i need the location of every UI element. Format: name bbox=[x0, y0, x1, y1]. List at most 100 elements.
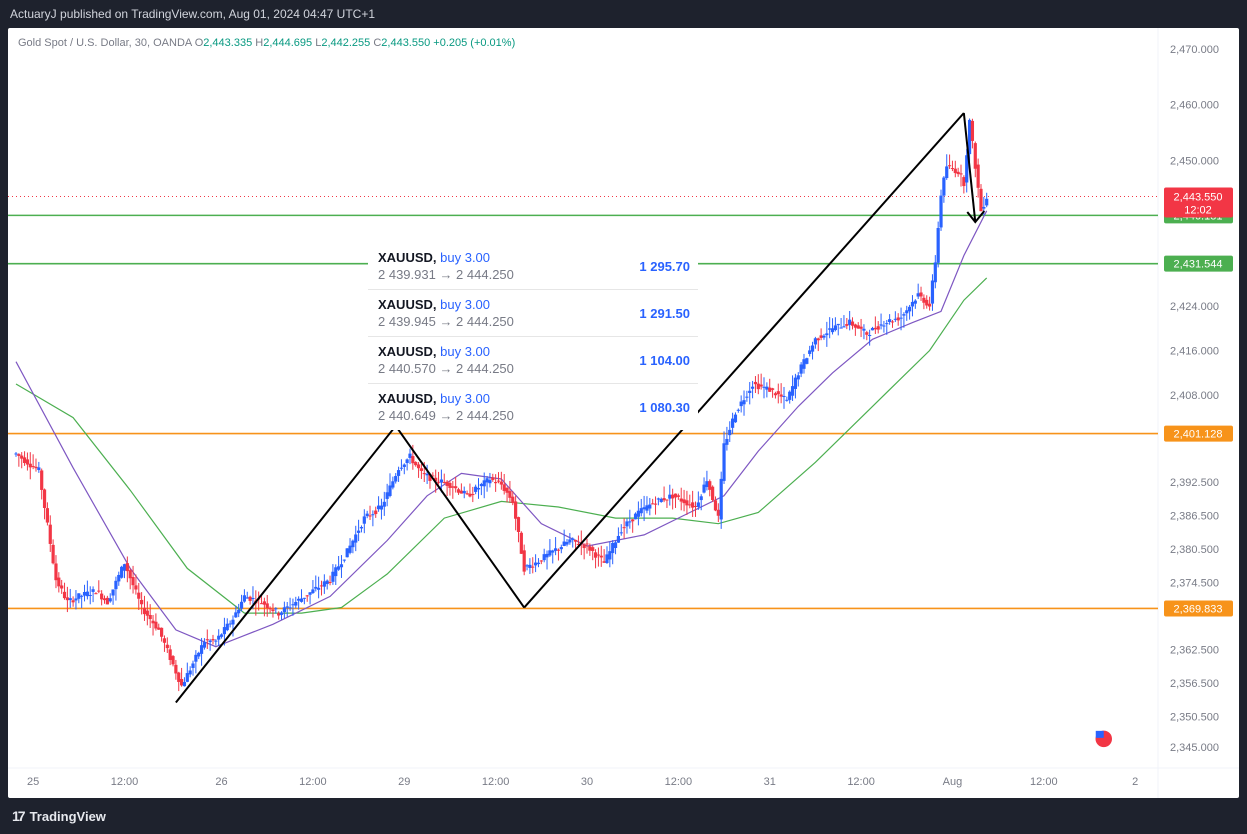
candle-body bbox=[482, 480, 486, 487]
trade-prices: 2 439.931 → 2 444.250 bbox=[378, 267, 514, 282]
candle-body bbox=[516, 517, 521, 533]
candle-body bbox=[117, 574, 121, 582]
y-tick-label: 2,356.500 bbox=[1170, 678, 1219, 690]
candle-body bbox=[536, 562, 541, 565]
candle-body bbox=[385, 492, 389, 499]
candle-body bbox=[967, 119, 972, 155]
candle-body bbox=[268, 607, 272, 610]
candle-body bbox=[456, 489, 461, 493]
candle-body bbox=[591, 547, 595, 551]
candle-body bbox=[702, 484, 706, 493]
publish-header: ActuaryJ published on TradingView.com, A… bbox=[0, 0, 1247, 28]
trade-symbol: XAUUSD, bbox=[378, 391, 437, 406]
y-tick-label: 2,374.500 bbox=[1170, 577, 1219, 589]
candle-body bbox=[865, 332, 869, 335]
price-line-badge bbox=[1164, 425, 1233, 442]
y-tick-label: 2,424.000 bbox=[1170, 301, 1219, 313]
candle-body bbox=[631, 519, 635, 522]
candle-body bbox=[696, 502, 700, 507]
candle-body bbox=[748, 390, 752, 394]
candle-body bbox=[342, 559, 346, 561]
candle-body bbox=[199, 645, 204, 654]
candle-body bbox=[965, 155, 969, 183]
trade-side: buy 3.00 bbox=[440, 250, 491, 265]
trade-row[interactable]: XAUUSD, buy 3.00 2 439.945 → 2 444.250 1… bbox=[368, 290, 698, 337]
candle-body bbox=[34, 466, 38, 469]
candle-body bbox=[379, 505, 384, 510]
candle-body bbox=[582, 544, 586, 549]
candle-body bbox=[348, 545, 352, 553]
trade-side: buy 3.00 bbox=[440, 297, 491, 312]
candle-body bbox=[225, 623, 229, 631]
candle-body bbox=[94, 593, 98, 595]
candle-body bbox=[45, 508, 50, 523]
candle-body bbox=[868, 335, 872, 337]
candle-body bbox=[810, 345, 815, 352]
candle-body bbox=[371, 514, 375, 516]
candle-body bbox=[382, 501, 386, 507]
candle-body bbox=[25, 459, 30, 465]
y-tick-label: 2,450.000 bbox=[1170, 156, 1219, 168]
candle-body bbox=[194, 654, 198, 662]
trade-list: XAUUSD, buy 3.00 2 439.931 → 2 444.250 1… bbox=[368, 243, 698, 430]
candle-body bbox=[676, 495, 680, 497]
candle-body bbox=[733, 414, 738, 423]
pattern-line bbox=[962, 112, 977, 223]
candle-body bbox=[633, 513, 638, 520]
candle-body bbox=[711, 486, 715, 501]
pattern-line bbox=[175, 425, 397, 704]
candle-body bbox=[671, 494, 675, 499]
candle-body bbox=[197, 652, 201, 657]
candle-body bbox=[436, 481, 441, 483]
candle-body bbox=[60, 585, 64, 589]
candle-body bbox=[679, 498, 683, 502]
candle-body bbox=[813, 338, 817, 345]
candle-body bbox=[68, 598, 72, 601]
tradingview-logo[interactable]: 17 TradingView bbox=[12, 808, 106, 824]
candle-body bbox=[142, 607, 147, 615]
trade-symbol: XAUUSD, bbox=[378, 344, 437, 359]
publish-info: ActuaryJ published on TradingView.com, A… bbox=[10, 7, 376, 21]
chart-frame: 2,470.000 2,460.000 2,450.000 2,424.000 2,41… bbox=[8, 28, 1239, 798]
price-line-badge bbox=[1164, 600, 1233, 617]
candle-body bbox=[291, 604, 295, 606]
candle-body bbox=[673, 493, 678, 498]
candle-body bbox=[553, 548, 558, 551]
candle-body bbox=[762, 386, 766, 388]
candle-body bbox=[499, 481, 503, 485]
trade-row[interactable]: XAUUSD, buy 3.00 2 440.570 → 2 444.250 1… bbox=[368, 337, 698, 384]
y-tick-label: 2,362.500 bbox=[1170, 644, 1219, 656]
candle-body bbox=[140, 599, 144, 605]
candle-body bbox=[796, 375, 800, 380]
candle-body bbox=[362, 516, 366, 524]
trade-row[interactable]: XAUUSD, buy 3.00 2 440.649 → 2 444.250 1… bbox=[368, 384, 698, 430]
tradingview-logo-icon: 17 bbox=[12, 808, 26, 824]
candle-body bbox=[42, 489, 47, 508]
x-tick-label: 12:00 bbox=[482, 776, 510, 788]
candle-body bbox=[285, 606, 289, 608]
candle-body bbox=[830, 328, 835, 333]
trade-profit: 1 291.50 bbox=[639, 306, 690, 321]
candle-body bbox=[262, 601, 266, 605]
candle-body bbox=[665, 499, 669, 501]
candle-body bbox=[468, 493, 472, 497]
candle-body bbox=[534, 562, 538, 566]
candle-body bbox=[890, 321, 895, 323]
candle-body bbox=[573, 539, 578, 542]
trade-row[interactable]: XAUUSD, buy 3.00 2 439.931 → 2 444.250 1… bbox=[368, 243, 698, 290]
candle-body bbox=[496, 480, 501, 482]
candle-body bbox=[211, 639, 215, 641]
candle-body bbox=[279, 612, 284, 615]
candle-body bbox=[705, 481, 709, 488]
candle-body bbox=[157, 627, 161, 630]
candle-body bbox=[805, 358, 809, 364]
candle-body bbox=[31, 466, 35, 468]
candle-body bbox=[114, 580, 118, 590]
candle-body bbox=[839, 327, 843, 329]
candle-body bbox=[162, 638, 167, 643]
price-chart[interactable]: 2,470.000 2,460.000 2,450.000 2,424.000 2,41… bbox=[8, 28, 1239, 798]
candle-body bbox=[297, 598, 301, 601]
candle-body bbox=[308, 592, 312, 595]
candle-body bbox=[653, 503, 658, 505]
current-price-label: 2,443.550 bbox=[1174, 192, 1223, 204]
